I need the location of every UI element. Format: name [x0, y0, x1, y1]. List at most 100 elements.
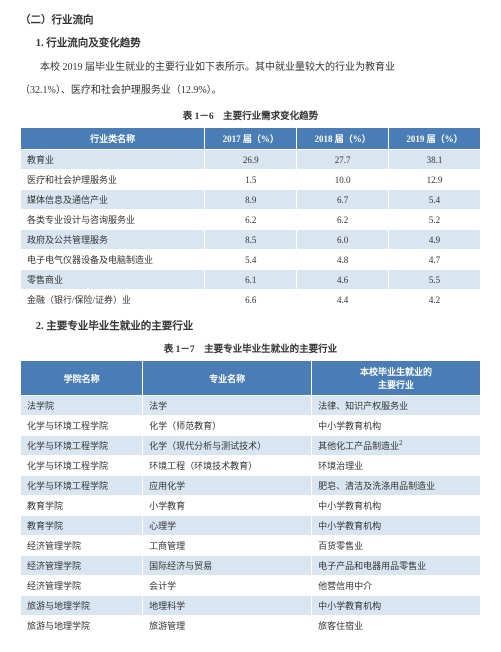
- paragraph-1-line-1: 本校 2019 届毕业生就业的主要行业如下表所示。其中就业量较大的行业为教育业: [20, 58, 481, 77]
- table-cell: 法学: [143, 396, 312, 416]
- table-cell: 8.5: [205, 230, 297, 250]
- table-cell: 26.9: [205, 150, 297, 170]
- section-heading-3-1: 1. 行业流向及变化趋势: [20, 35, 481, 50]
- table-cell: 小学教育: [143, 496, 312, 516]
- table-cell: 会计学: [143, 576, 312, 596]
- table-row: 化学与环境工程学院化学（师范教育）中小学教育机构: [21, 416, 481, 436]
- table-cell: 化学与环境工程学院: [21, 456, 143, 476]
- table-1-caption: 表 1－6 主要行业需求变化趋势: [20, 108, 481, 122]
- table-row: 教育学院小学教育中小学教育机构: [21, 496, 481, 516]
- table-cell: 4.6: [297, 270, 389, 290]
- table-row: 医疗和社会护理服务业1.510.012.9: [21, 170, 481, 190]
- table-2-header-row: 学院名称专业名称本校毕业生就业的主要行业: [21, 361, 481, 396]
- table-cell: 各类专业设计与咨询服务业: [21, 210, 205, 230]
- table-cell: 化学与环境工程学院: [21, 416, 143, 436]
- table-row: 经济管理学院工商管理百货零售业: [21, 536, 481, 556]
- table-industry-trend: 行业类名称2017 届（%）2018 届（%）2019 届（%） 教育业26.9…: [20, 127, 481, 310]
- section-heading-3-2: 2. 主要专业毕业生就业的主要行业: [20, 318, 481, 333]
- table-row: 零售商业6.14.65.5: [21, 270, 481, 290]
- table-cell: 化学与环境工程学院: [21, 436, 143, 456]
- table-cell: 6.1: [205, 270, 297, 290]
- table-row: 媒体信息及通信产业8.96.75.4: [21, 190, 481, 210]
- table-row: 金融（银行/保险/证券）业6.64.44.2: [21, 290, 481, 310]
- table-cell: 6.2: [205, 210, 297, 230]
- table-major-industry: 学院名称专业名称本校毕业生就业的主要行业 法学院法学法律、知识产权服务业化学与环…: [20, 360, 481, 636]
- table-cell: 8.9: [205, 190, 297, 210]
- table-cell: 4.2: [389, 290, 481, 310]
- table-cell: 化学与环境工程学院: [21, 476, 143, 496]
- table-row: 化学与环境工程学院环境工程（环境技术教育）环境治理业: [21, 456, 481, 476]
- table-cell: 工商管理: [143, 536, 312, 556]
- table-cell: 38.1: [389, 150, 481, 170]
- table-cell: 电子电气仪器设备及电脑制造业: [21, 250, 205, 270]
- table-1-col-3: 2019 届（%）: [389, 128, 481, 150]
- table-cell: 10.0: [297, 170, 389, 190]
- table-cell: 经济管理学院: [21, 576, 143, 596]
- table-row: 经济管理学院会计学他营信用中介: [21, 576, 481, 596]
- table-cell: 5.2: [389, 210, 481, 230]
- table-1-col-0: 行业类名称: [21, 128, 205, 150]
- table-row: 化学与环境工程学院化学（现代分析与测试技术）其他化工产品制造业2: [21, 436, 481, 456]
- table-cell: 肥皂、清洁及洗涤用品制造业: [312, 476, 481, 496]
- table-cell: 12.9: [389, 170, 481, 190]
- table-row: 电子电气仪器设备及电脑制造业5.44.84.7: [21, 250, 481, 270]
- table-cell: 4.4: [297, 290, 389, 310]
- table-cell: 旅客住宿业: [312, 616, 481, 636]
- table-2-caption: 表 1－7 主要专业毕业生就业的主要行业: [20, 341, 481, 355]
- table-row: 教育业26.927.738.1: [21, 150, 481, 170]
- table-cell: 经济管理学院: [21, 556, 143, 576]
- table-cell: 6.0: [297, 230, 389, 250]
- table-row: 各类专业设计与咨询服务业6.26.25.2: [21, 210, 481, 230]
- table-row: 经济管理学院国际经济与贸易电子产品和电器用品零售业: [21, 556, 481, 576]
- table-cell: 化学（师范教育）: [143, 416, 312, 436]
- table-row: 旅游与地理学院旅游管理旅客住宿业: [21, 616, 481, 636]
- table-cell: 旅游管理: [143, 616, 312, 636]
- table-cell: 国际经济与贸易: [143, 556, 312, 576]
- table-cell: 环境治理业: [312, 456, 481, 476]
- table-cell: 应用化学: [143, 476, 312, 496]
- table-cell: 6.7: [297, 190, 389, 210]
- table-cell: 法学院: [21, 396, 143, 416]
- table-row: 化学与环境工程学院应用化学肥皂、清洁及洗涤用品制造业: [21, 476, 481, 496]
- table-cell: 化学（现代分析与测试技术）: [143, 436, 312, 456]
- table-cell: 5.5: [389, 270, 481, 290]
- table-cell: 他营信用中介: [312, 576, 481, 596]
- table-cell: 5.4: [205, 250, 297, 270]
- table-row: 教育学院心理学中小学教育机构: [21, 516, 481, 536]
- table-cell: 5.4: [389, 190, 481, 210]
- table-cell: 教育业: [21, 150, 205, 170]
- paragraph-1-line-2: （32.1%）、医疗和社会护理服务业（12.9%）。: [20, 81, 481, 100]
- table-cell: 6.2: [297, 210, 389, 230]
- table-row: 政府及公共管理服务8.56.04.9: [21, 230, 481, 250]
- table-cell: 中小学教育机构: [312, 416, 481, 436]
- table-cell: 金融（银行/保险/证券）业: [21, 290, 205, 310]
- table-cell: 4.8: [297, 250, 389, 270]
- table-cell: 经济管理学院: [21, 536, 143, 556]
- table-cell: 法律、知识产权服务业: [312, 396, 481, 416]
- table-row: 旅游与地理学院地理科学中小学教育机构: [21, 596, 481, 616]
- table-cell: 旅游与地理学院: [21, 596, 143, 616]
- table-cell: 电子产品和电器用品零售业: [312, 556, 481, 576]
- table-1-header-row: 行业类名称2017 届（%）2018 届（%）2019 届（%）: [21, 128, 481, 150]
- table-cell: 百货零售业: [312, 536, 481, 556]
- table-cell: 旅游与地理学院: [21, 616, 143, 636]
- table-cell: 1.5: [205, 170, 297, 190]
- table-cell: 教育学院: [21, 516, 143, 536]
- section-heading-2: （二）行业流向: [20, 12, 481, 27]
- table-cell: 零售商业: [21, 270, 205, 290]
- table-cell: 4.7: [389, 250, 481, 270]
- table-row: 法学院法学法律、知识产权服务业: [21, 396, 481, 416]
- table-2-col-2: 本校毕业生就业的主要行业: [312, 361, 481, 396]
- table-1-col-2: 2018 届（%）: [297, 128, 389, 150]
- table-cell: 中小学教育机构: [312, 496, 481, 516]
- table-cell: 政府及公共管理服务: [21, 230, 205, 250]
- table-cell: 教育学院: [21, 496, 143, 516]
- table-cell: 6.6: [205, 290, 297, 310]
- table-cell: 医疗和社会护理服务业: [21, 170, 205, 190]
- table-2-col-1: 专业名称: [143, 361, 312, 396]
- table-cell: 27.7: [297, 150, 389, 170]
- table-cell: 其他化工产品制造业2: [312, 436, 481, 456]
- table-cell: 地理科学: [143, 596, 312, 616]
- table-1-col-1: 2017 届（%）: [205, 128, 297, 150]
- table-cell: 媒体信息及通信产业: [21, 190, 205, 210]
